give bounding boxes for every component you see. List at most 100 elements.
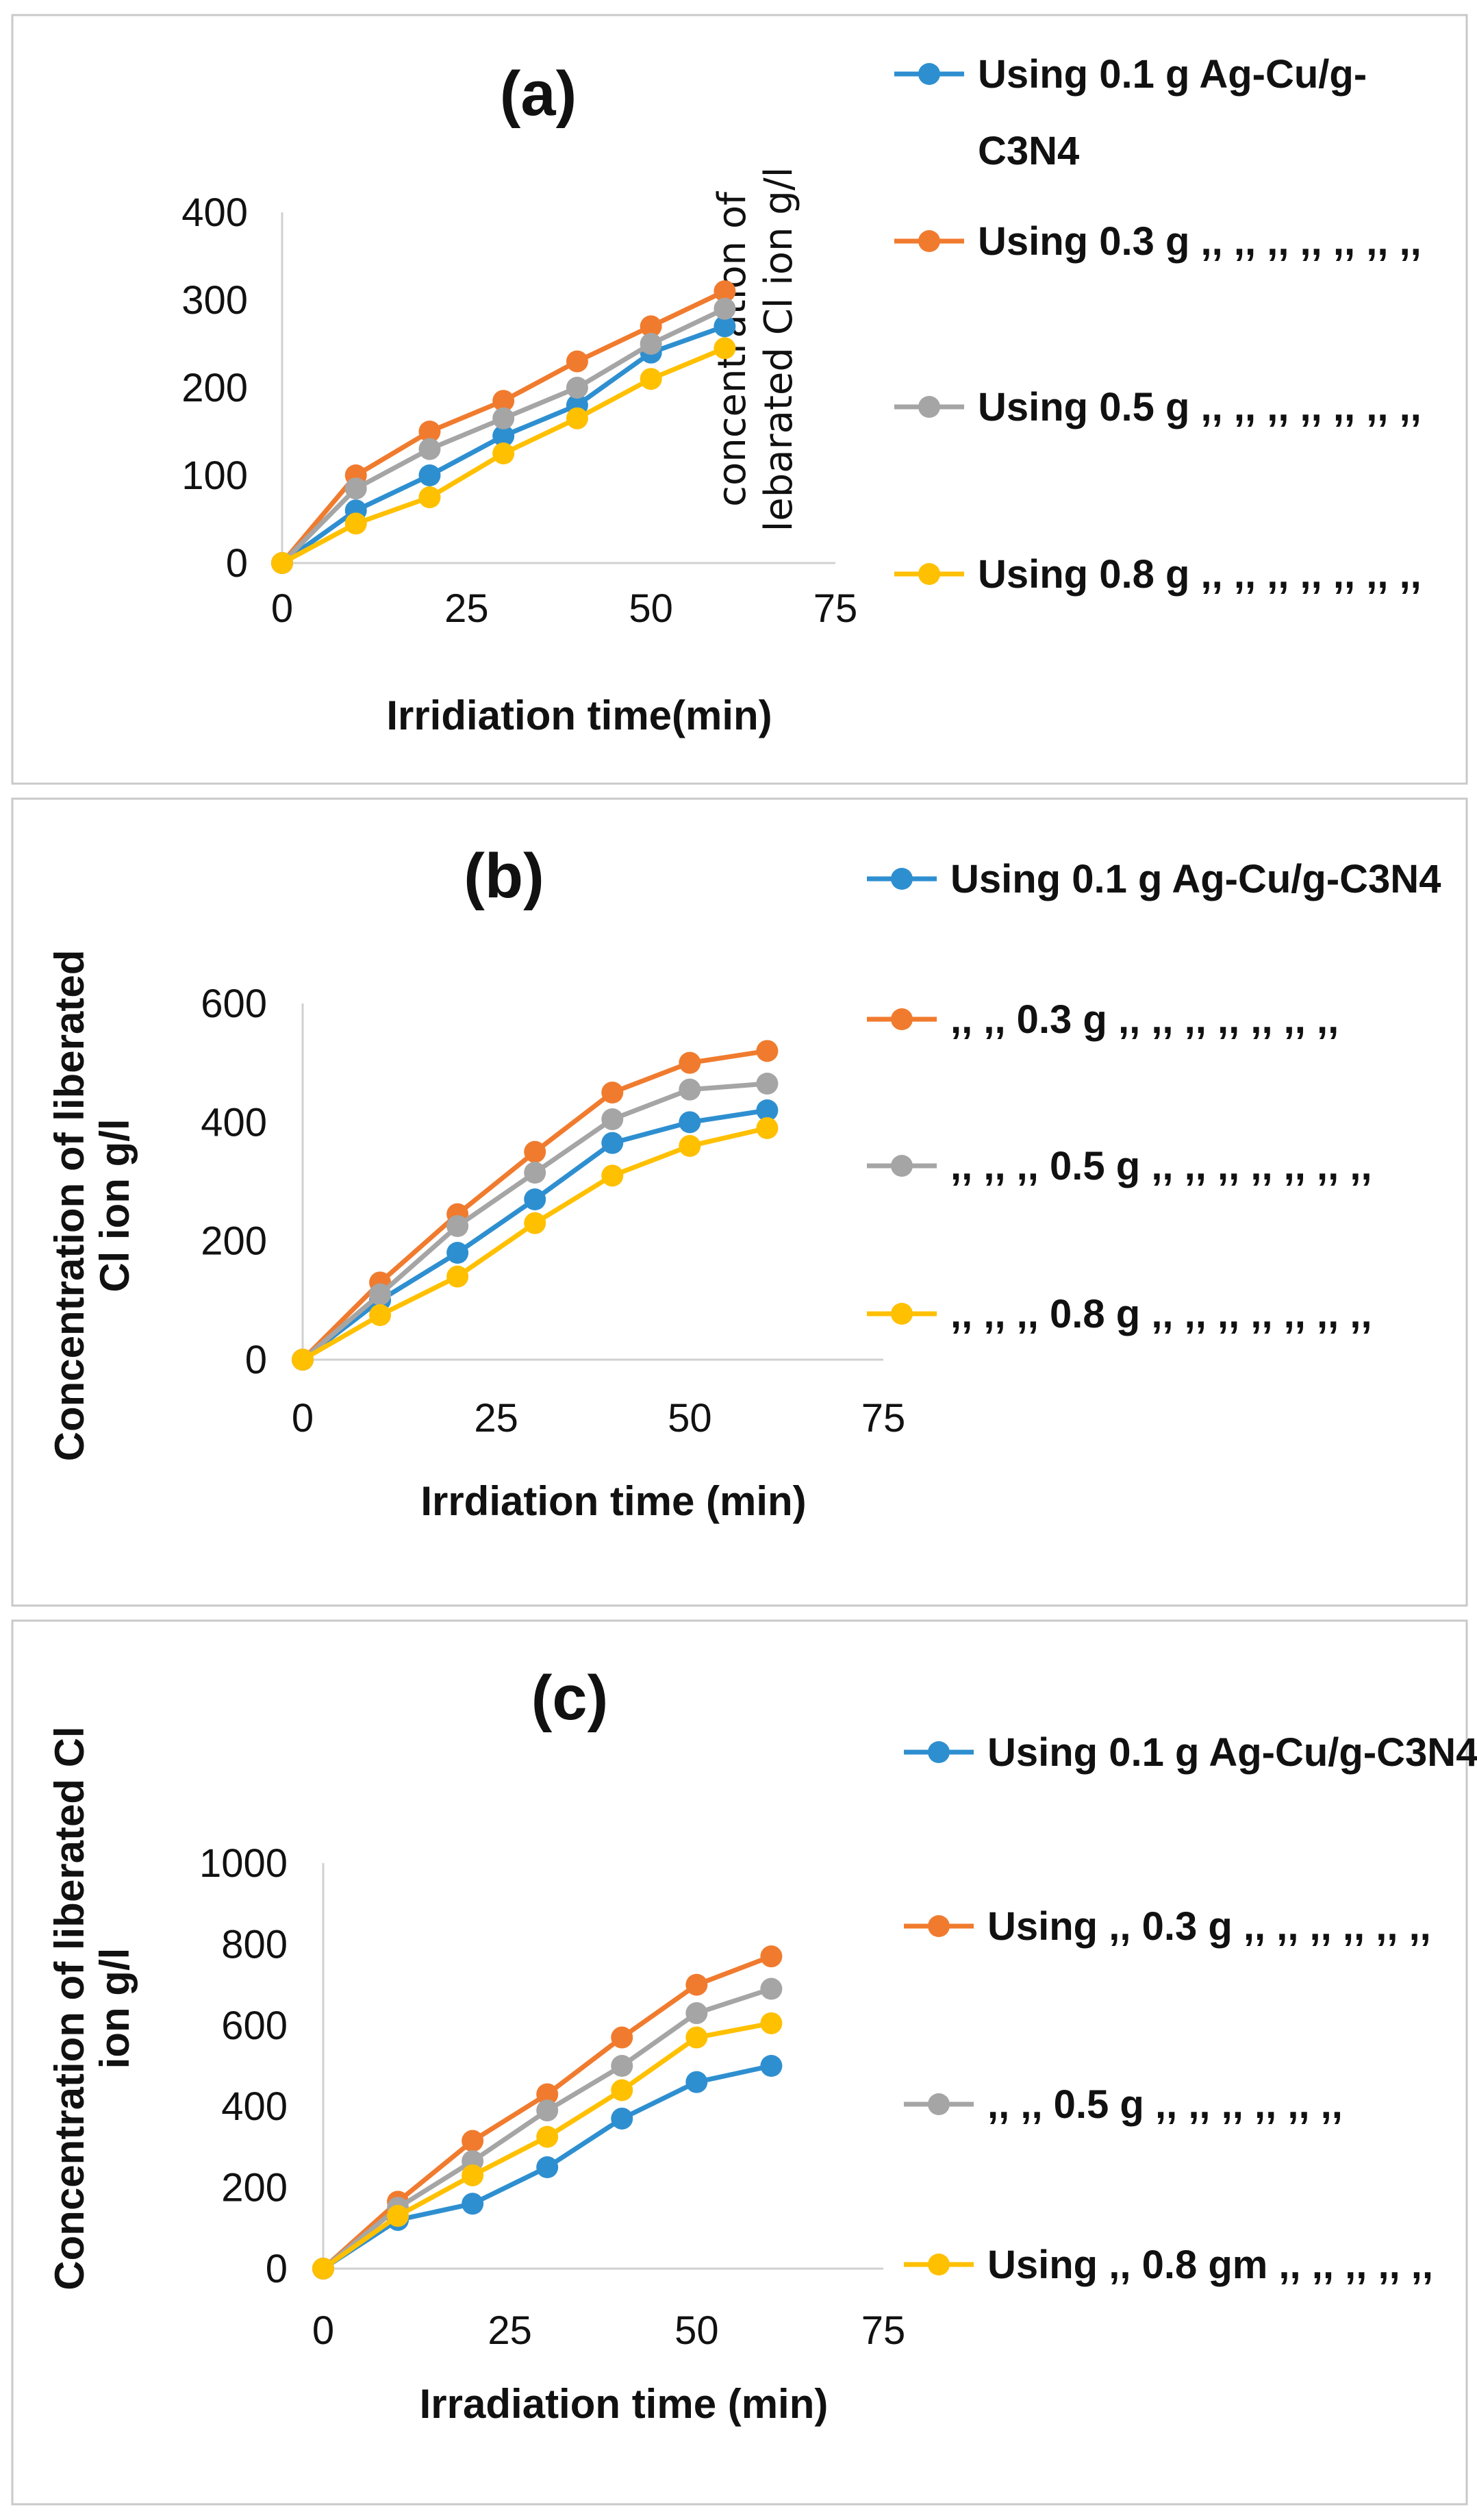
data-point [611, 2026, 633, 2049]
panel-frame [11, 1619, 1468, 2506]
data-point [418, 421, 441, 442]
data-point [344, 512, 367, 535]
y-tick-label: 800 [221, 1922, 288, 1967]
data-point [524, 1162, 546, 1184]
y-tick-label: 400 [221, 2084, 288, 2129]
data-point [492, 425, 515, 447]
data-point [760, 2012, 783, 2034]
legend-marker [891, 1155, 913, 1177]
legend-label: ,, ,, ,, 0.5 g ,, ,, ,, ,, ,, ,, ,, [950, 1144, 1372, 1188]
x-tick-label: 75 [813, 586, 858, 631]
legend-entry-1: Using 0.1 g Ag-Cu/g- C3N4 [894, 52, 1367, 173]
legend-label: C3N4 [978, 129, 1079, 173]
data-point [418, 486, 441, 508]
legend-label: ,, ,, ,, 0.8 g ,, ,, ,, ,, ,, ,, ,, [950, 1292, 1372, 1336]
legend-entry-4: Using ,, 0.8 gm ,, ,, ,, ,, ,, [904, 2243, 1433, 2287]
data-point [756, 1117, 779, 1139]
x-tick-label: 50 [668, 1396, 712, 1440]
legend-marker [928, 2254, 950, 2275]
data-point [536, 2125, 559, 2148]
data-point [492, 442, 515, 464]
y-tick-label: 0 [266, 2247, 288, 2291]
y-tick-label: 600 [201, 982, 267, 1026]
legend-label: Using 0.1 g Ag-Cu/g-C3N4 [987, 1730, 1477, 1775]
legend-marker [891, 868, 913, 890]
y-tick-label: 200 [181, 366, 248, 410]
data-point [462, 2130, 484, 2152]
data-point [679, 1078, 701, 1101]
y-tick-label: 1000 [199, 1841, 288, 1886]
legend-label: Using 0.8 g ,, ,, ,, ,, ,, ,, ,, [978, 552, 1422, 597]
x-tick-label: 0 [312, 2308, 334, 2353]
legend-entry-2: Using 0.3 g ,, ,, ,, ,, ,, ,, ,, [894, 219, 1422, 264]
data-point [344, 477, 367, 500]
data-point [679, 1111, 701, 1134]
data-point [601, 1108, 624, 1130]
legend-entry-3: Using 0.5 g ,, ,, ,, ,, ,, ,, ,, [894, 385, 1422, 429]
y-axis-title: Cl ion g/l [92, 1119, 138, 1292]
data-point [685, 1973, 708, 1996]
x-tick-label: 50 [674, 2308, 719, 2353]
x-tick-label: 0 [292, 1396, 314, 1440]
x-tick-label: 25 [488, 2308, 532, 2353]
data-point [492, 407, 515, 429]
data-point [760, 2055, 783, 2077]
data-point [679, 1135, 701, 1157]
legend-label: Using ,, 0.8 gm ,, ,, ,, ,, ,, [987, 2243, 1433, 2287]
legend-label: ,, ,, 0.3 g ,, ,, ,, ,, ,, ,, ,, [950, 997, 1339, 1042]
data-point [756, 1099, 779, 1121]
data-point [601, 1164, 624, 1187]
data-point [418, 438, 441, 460]
legend-marker [918, 230, 940, 252]
data-point [312, 2258, 334, 2280]
chart-title: (c) [531, 1663, 608, 1733]
data-point [685, 2026, 708, 2049]
x-tick-label: 0 [271, 586, 293, 631]
data-point [271, 552, 293, 574]
chart-panel-1: (a) 0 100 200 300 400 0 25 50 75 Irridiation time(… [11, 14, 1468, 785]
x-tick-label: 25 [474, 1396, 518, 1440]
y-axis-title: Concentration of liberated [47, 950, 92, 1462]
chart-title: (a) [500, 59, 577, 129]
data-point [524, 1212, 546, 1234]
legend-label: Using 0.5 g ,, ,, ,, ,, ,, ,, ,, [978, 385, 1422, 429]
data-point [369, 1304, 392, 1326]
legend-entry-2: ,, ,, 0.3 g ,, ,, ,, ,, ,, ,, ,, [867, 997, 1339, 1042]
x-tick-label: 75 [861, 1396, 906, 1440]
legend-marker [891, 1008, 913, 1030]
legend-label: Using 0.1 g Ag-Cu/g- [978, 52, 1367, 97]
y-axis-title: Concentration of liberated Cl [47, 1726, 92, 2290]
data-point [524, 1140, 546, 1163]
x-tick-label: 50 [629, 586, 673, 631]
legend-marker [918, 63, 940, 85]
data-point [756, 1073, 779, 1095]
data-point [640, 333, 662, 355]
legend-marker [918, 396, 940, 418]
legend-marker [928, 1915, 950, 1937]
legend-label: ,, ,, 0.5 g ,, ,, ,, ,, ,, ,, [987, 2082, 1343, 2127]
y-tick-label: 200 [221, 2166, 288, 2210]
y-axis-title: lebarated Cl ion g/l [757, 167, 801, 532]
x-axis-title: Irradiation time (min) [420, 2381, 829, 2427]
data-point [685, 2002, 708, 2025]
data-point [369, 1283, 392, 1306]
legend-entry-4: ,, ,, ,, 0.8 g ,, ,, ,, ,, ,, ,, ,, [867, 1292, 1372, 1336]
legend-entry-2: Using ,, 0.3 g ,, ,, ,, ,, ,, ,, [904, 1904, 1431, 1949]
x-axis-title: Irrdiation time (min) [420, 1478, 806, 1524]
y-tick-label: 0 [226, 541, 248, 586]
data-point [611, 2079, 633, 2101]
data-point [714, 337, 736, 360]
data-point [446, 1265, 469, 1288]
data-point [679, 1051, 701, 1074]
data-point [685, 2071, 708, 2093]
data-point [446, 1215, 469, 1237]
data-point [536, 2156, 559, 2178]
data-point [292, 1349, 314, 1371]
data-point [536, 2083, 559, 2106]
data-point [760, 1945, 783, 1968]
chart-title: (b) [464, 841, 544, 911]
legend-entry-1: Using 0.1 g Ag-Cu/g-C3N4 [867, 857, 1441, 901]
data-point [601, 1082, 624, 1103]
y-tick-label: 0 [245, 1338, 267, 1382]
data-point [601, 1132, 624, 1154]
